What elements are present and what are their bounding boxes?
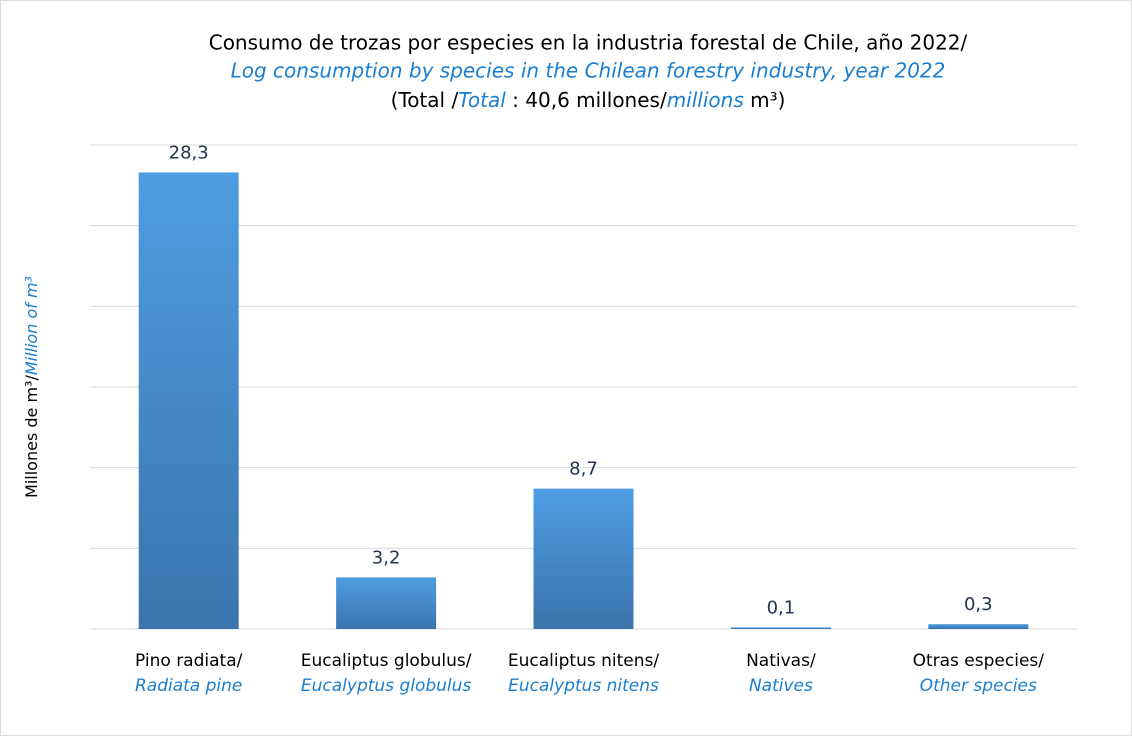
value-label: 28,3 [169,142,209,163]
bar [336,577,437,629]
title-part: : 40,6 millones/ [506,88,667,112]
bar [533,488,634,629]
x-tick-label: Eucaliptus nitens/ [508,651,659,671]
value-label: 0,3 [964,594,993,615]
bar [928,624,1029,629]
value-label: 3,2 [372,547,401,568]
x-tick-label-en: Other species [920,676,1037,696]
y-label-part: Million of m³ [22,276,41,375]
x-tick-label: Otras especies/ [913,651,1045,671]
x-tick-label-en: Eucalyptus globulus [301,676,472,696]
title-part: m³) [744,88,786,112]
chart-subtitle: Log consumption by species in the Chilea… [231,59,946,83]
x-tick-label-en: Radiata pine [135,676,242,696]
value-label: 0,1 [767,597,796,618]
chart-title: Consumo de trozas por especies en la ind… [209,31,968,55]
x-tick-label: Eucaliptus globulus/ [301,651,472,671]
title-part: (Total / [391,88,459,112]
y-axis-label: Millones de m³/Million of m³ [22,276,41,498]
bar [138,172,239,629]
x-tick-label: Pino radiata/ [135,651,243,671]
x-tick-label-en: Eucalyptus nitens [508,676,659,696]
y-label-part: Millones de m³/ [22,375,41,498]
value-label: 8,7 [569,459,598,480]
x-tick-label-en: Natives [749,676,813,696]
title-part: Total [458,88,506,112]
x-tick-label: Nativas/ [746,651,816,671]
bar [730,627,831,629]
chart-total: (Total /Total : 40,6 millones/millions m… [391,88,786,112]
title-part: millions [667,88,744,112]
